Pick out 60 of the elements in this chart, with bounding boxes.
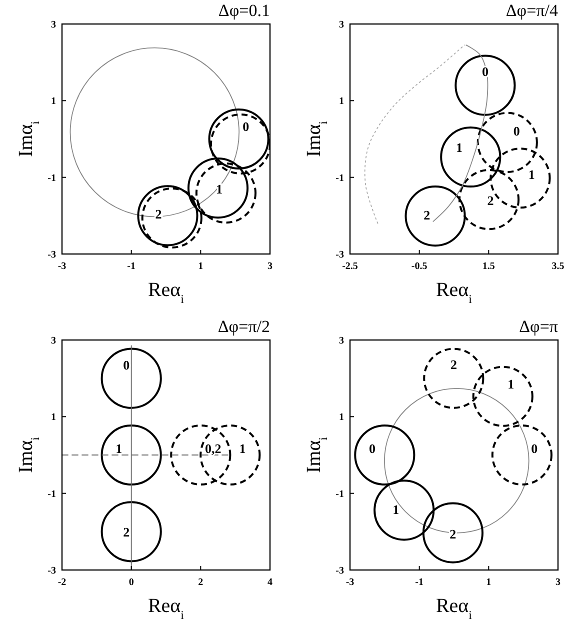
y-tick-label: -1 <box>48 488 56 500</box>
x-tick-label: -2 <box>58 577 66 588</box>
y-tick-label: 1 <box>51 96 56 108</box>
y-tick-label: -1 <box>336 172 344 184</box>
series-label: 0,2 <box>204 441 222 456</box>
x-tick-label: 0 <box>128 577 134 588</box>
x-tick-label: 4 <box>268 577 272 588</box>
x-tick-label: -0.5 <box>411 261 428 272</box>
series-label: 2 <box>424 208 430 223</box>
y-tick-label: 3 <box>51 20 56 30</box>
y-tick-label: 3 <box>339 336 344 346</box>
series-label: 0 <box>123 358 130 373</box>
x-tick-label: 3.5 <box>552 261 564 272</box>
x-tick-label: 1.5 <box>482 261 495 272</box>
chart-title: Δφ=π/4 <box>506 1 558 20</box>
x-tick-label: 1 <box>486 577 492 588</box>
series-label: 0 <box>513 124 520 139</box>
series-label: 0 <box>242 118 250 134</box>
series-label: 2 <box>487 193 494 208</box>
series-label: 2 <box>450 356 457 372</box>
y-tick-label: -1 <box>48 172 56 184</box>
series-label: 2 <box>123 524 130 540</box>
x-axis-title: Reα$_{i}$ <box>436 279 473 306</box>
x-axis-title: Reα$_{i}$ <box>436 595 473 622</box>
series-label: 2 <box>450 526 456 542</box>
y-tick-label: -3 <box>48 250 56 260</box>
x-axis-title: Reα$_{i}$ <box>148 595 185 622</box>
y-tick-label: 1 <box>339 412 344 424</box>
chart-title: Δφ=π/2 <box>218 317 270 336</box>
line-series <box>364 44 465 224</box>
x-tick-label: 3 <box>268 261 272 272</box>
y-tick-label: -3 <box>48 566 56 576</box>
chart-title: Δφ=0.1 <box>218 1 270 20</box>
series-label: 1 <box>392 502 400 517</box>
y-tick-label: -3 <box>336 566 344 576</box>
series-label: 0 <box>369 441 376 456</box>
y-tick-label: -3 <box>336 250 344 260</box>
x-tick-label: -1 <box>415 577 424 588</box>
line-series <box>432 44 488 222</box>
x-tick-label: -1 <box>127 261 136 272</box>
series-label: 1 <box>508 376 514 392</box>
x-axis-title: Reα$_{i}$ <box>148 279 185 306</box>
x-tick-label: 2 <box>198 577 204 588</box>
y-tick-label: 3 <box>51 336 56 346</box>
x-tick-label: -2.5 <box>342 261 358 272</box>
y-tick-label: 1 <box>339 96 344 108</box>
series-label: 1 <box>216 182 223 197</box>
y-tick-label: -1 <box>336 488 344 500</box>
chart-title: Δφ=π <box>519 317 558 336</box>
series-label: 1 <box>528 167 535 182</box>
x-tick-label: 3 <box>556 577 560 588</box>
series-label: 0 <box>531 441 538 456</box>
series-label: 1 <box>239 441 246 456</box>
y-tick-label: 3 <box>339 20 344 30</box>
series-label: 2 <box>155 206 162 222</box>
series-label: 0 <box>482 64 489 79</box>
series-label: 1 <box>116 441 122 456</box>
series-label: 1 <box>456 140 463 156</box>
y-tick-label: 1 <box>51 412 56 424</box>
x-tick-label: 1 <box>198 261 204 272</box>
